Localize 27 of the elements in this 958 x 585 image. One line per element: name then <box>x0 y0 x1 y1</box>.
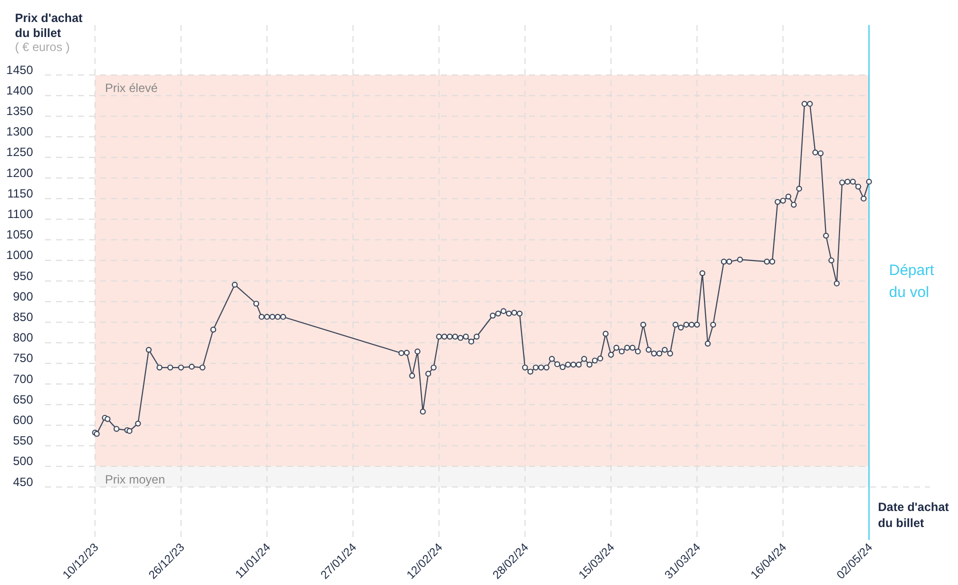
band-label: Prix moyen <box>105 472 166 486</box>
text: ( € euros ) <box>15 40 70 54</box>
y-tick-label: 1450 <box>6 62 34 77</box>
y-tick-label: 850 <box>12 310 34 324</box>
y-tick-label: 700 <box>12 372 34 386</box>
y-tick-label: 1100 <box>7 207 34 221</box>
y-tick-label: 450 <box>12 474 34 489</box>
y-tick-label: 1000 <box>6 248 34 262</box>
y-tick-label: 550 <box>12 434 34 448</box>
y-tick-label: 950 <box>12 268 34 283</box>
ref-line-label: Départ du vol <box>889 262 935 301</box>
y-tick-label: 800 <box>12 330 34 345</box>
y-tick-label: 1050 <box>6 228 34 242</box>
y-axis-title: Prix d'achat du billet <box>15 11 83 40</box>
y-tick-label: 750 <box>12 351 34 366</box>
y-tick-label: 1350 <box>6 104 34 118</box>
y-tick-label: 1300 <box>6 124 34 139</box>
y-tick-label: 1150 <box>7 186 34 200</box>
y-tick-label: 500 <box>12 454 34 468</box>
band-label: Prix élevé <box>105 81 158 95</box>
y-tick-label: 1250 <box>6 145 34 160</box>
y-tick-label: 1200 <box>6 166 34 180</box>
y-tick-label: 1400 <box>6 83 34 98</box>
x-axis-title: Date d'achat du billet <box>878 500 949 530</box>
y-tick-label: 900 <box>12 289 34 304</box>
y-tick-label: 650 <box>12 392 34 406</box>
y-tick-label: 600 <box>12 413 34 427</box>
